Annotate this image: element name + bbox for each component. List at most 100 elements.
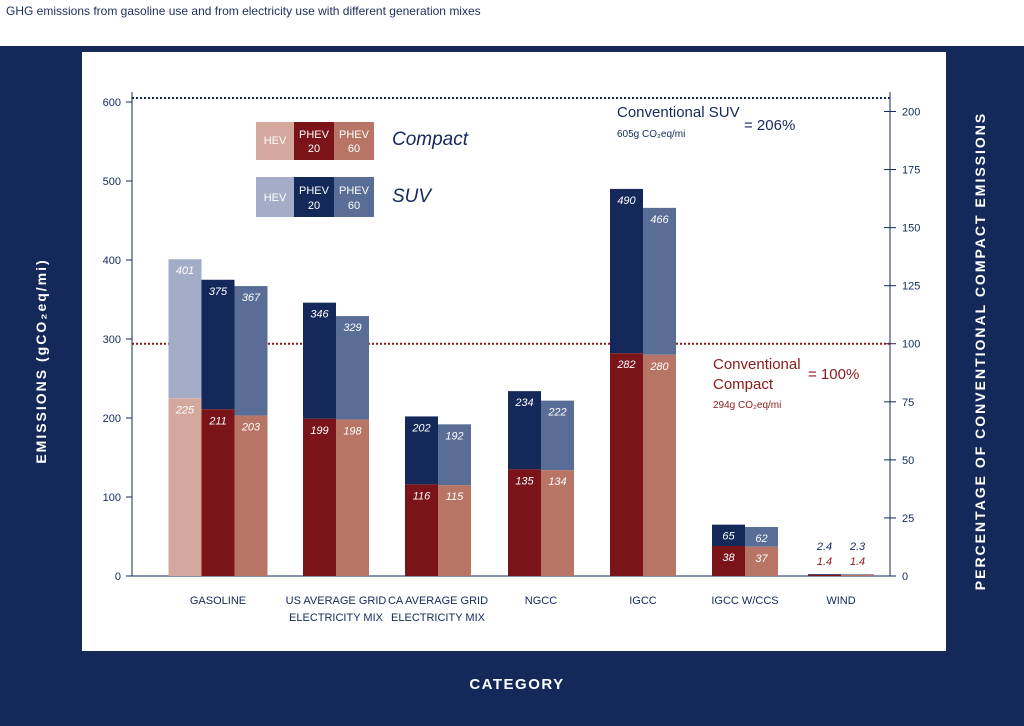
y-tick-label: 600	[103, 97, 121, 109]
bar-suv-phev20	[405, 416, 438, 485]
y-tick-label: 200	[103, 413, 121, 425]
bar-compact-phev20	[303, 418, 336, 576]
data-label-compact: 282	[616, 359, 635, 371]
x-category-label: IGCC	[629, 595, 657, 607]
bar-suv-phev20	[712, 524, 745, 546]
plot-labels: 401 225 375 211 367 203 GASOLINE 346 199 329 198 US…	[175, 195, 866, 624]
bar-suv-phev60	[234, 286, 268, 416]
x-category-label: WIND	[826, 595, 855, 607]
bar-suv-phev60	[841, 574, 874, 575]
data-label-suv: 329	[343, 322, 361, 334]
legend-compact-phev60-swatch	[334, 122, 374, 160]
data-label-suv: 222	[547, 407, 566, 419]
chart: 0 100 200 300 400 500 600 0 25 50 75 100 125 150 175 20…	[33, 52, 988, 693]
data-label-suv: 65	[722, 531, 735, 543]
compact-reference-annotation: Conventional Compact 294g CO₂eq/mi = 100…	[713, 356, 859, 411]
bar-suv-phev60	[438, 424, 471, 486]
data-label-compact: 135	[515, 475, 534, 487]
page-title: GHG emissions from gasoline use and from…	[6, 4, 481, 18]
bar-compact-phev20	[508, 469, 541, 576]
legend-compact-phev60-label-line2: 60	[348, 143, 360, 155]
data-label-suv: 375	[209, 286, 228, 298]
y2-tick-label: 150	[902, 223, 920, 235]
suv-ref-name: Conventional SUV	[617, 104, 740, 121]
y-tick-label: 0	[115, 571, 121, 583]
legend: HEV PHEV 20 PHEV 60 Compact HEV PHEV 20 …	[256, 122, 469, 217]
data-label-compact: 134	[548, 476, 566, 488]
y2-tick-label: 25	[902, 513, 914, 525]
y-tick-label: 400	[103, 255, 121, 267]
y2-axis-title: PERCENTAGE OF CONVENTIONAL COMPACT EMISS…	[972, 112, 988, 590]
legend-compact-phev20-label-line2: 20	[308, 143, 320, 155]
bar-suv-hev	[168, 259, 202, 399]
y2-tick-label: 75	[902, 397, 914, 409]
bar-compact-phev20	[808, 574, 841, 576]
data-label-compact: 211	[208, 415, 227, 427]
bar-suv-phev60	[541, 400, 574, 471]
legend-compact-label: Compact	[392, 129, 469, 150]
suv-ref-value: 605g CO₂eq/mi	[617, 129, 685, 140]
data-label-compact: 203	[241, 422, 261, 434]
data-label-compact: 199	[310, 425, 328, 437]
bar-compact-phev60	[541, 470, 574, 576]
data-label-compact: 198	[343, 426, 362, 438]
compact-ref-pct: = 100%	[808, 366, 859, 383]
legend-compact-phev20-label-line1: PHEV	[299, 129, 330, 141]
suv-reference-annotation: Conventional SUV 605g CO₂eq/mi = 206%	[617, 104, 795, 140]
bar-compact-phev60	[336, 419, 369, 576]
data-label-compact: 280	[649, 361, 669, 373]
data-label-suv: 490	[617, 195, 636, 207]
bar-compact-phev20	[201, 409, 235, 576]
y2-tick-label: 0	[902, 571, 908, 583]
legend-suv-phev20-label-line1: PHEV	[299, 185, 330, 197]
y2-tick-label: 50	[902, 455, 914, 467]
data-label-suv: 346	[310, 309, 329, 321]
bar-compact-phev20	[405, 484, 438, 576]
x-category-label: ELECTRICITY MIX	[289, 612, 384, 624]
data-label-suv: 401	[176, 265, 194, 277]
bar-compact-phev20	[610, 353, 643, 576]
bar-compact-hev	[168, 398, 202, 576]
suv-ref-pct: = 206%	[744, 117, 795, 134]
bar-suv-phev60	[745, 527, 778, 547]
bar-suv-phev20	[201, 279, 235, 410]
data-label-compact: 116	[413, 490, 431, 502]
y2-tick-label: 200	[902, 106, 920, 118]
bar-suv-phev20	[808, 574, 841, 575]
x-category-label: GASOLINE	[190, 595, 246, 607]
data-label-suv: 202	[411, 422, 430, 434]
x-category-label: NGCC	[525, 595, 557, 607]
legend-compact-phev20-swatch	[294, 122, 334, 160]
y-tick-label: 100	[103, 492, 121, 504]
data-label-compact: 225	[175, 404, 195, 416]
legend-compact-hev-label: HEV	[264, 135, 287, 147]
chart-frame: 0 100 200 300 400 500 600 0 25 50 75 100 125 150 175 20…	[0, 46, 1024, 726]
data-label-compact: 1.4	[850, 556, 865, 568]
bar-compact-phev60	[841, 574, 874, 576]
bar-compact-phev20	[712, 545, 745, 576]
legend-suv-phev20-label-line2: 20	[308, 200, 320, 212]
bar-suv-phev60	[643, 207, 676, 355]
data-label-compact: 115	[446, 491, 464, 503]
bar-compact-phev60	[745, 546, 778, 576]
compact-ref-name-line2: Compact	[713, 376, 774, 393]
bar-compact-phev60	[643, 354, 676, 576]
y2-tick-label: 100	[902, 339, 920, 351]
bar-suv-phev20	[303, 302, 336, 419]
legend-suv-hev-swatch	[256, 177, 294, 217]
data-label-suv: 2.3	[849, 541, 866, 553]
x-category-label: ELECTRICITY MIX	[391, 612, 486, 624]
legend-suv-hev-label: HEV	[264, 192, 287, 204]
bar-compact-phev60	[438, 485, 471, 576]
data-label-suv: 192	[445, 430, 463, 442]
plot-bars	[168, 188, 874, 576]
legend-compact-hev-swatch	[256, 122, 294, 160]
x-category-label: IGCC W/CCS	[711, 595, 778, 607]
data-label-suv: 367	[242, 292, 261, 304]
legend-suv-phev60-label-line2: 60	[348, 200, 360, 212]
data-label-compact: 37	[755, 553, 768, 565]
x-axis-title: CATEGORY	[469, 676, 564, 693]
legend-compact-phev60-label-line1: PHEV	[339, 129, 370, 141]
bar-suv-phev20	[508, 391, 541, 470]
